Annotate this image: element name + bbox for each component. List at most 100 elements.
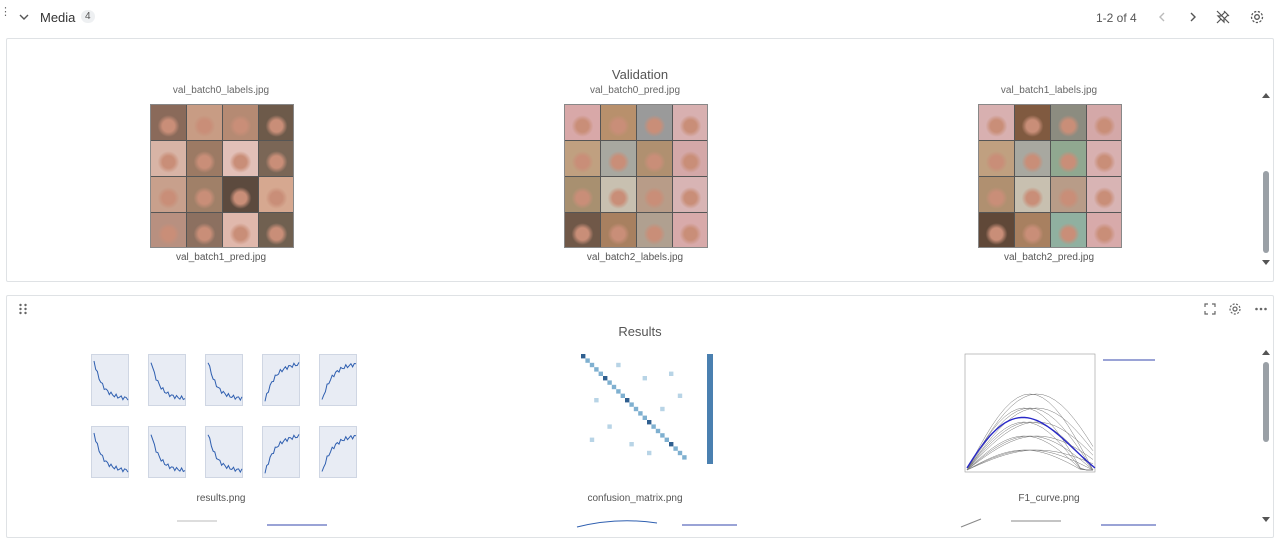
thumbnail-tile (1015, 177, 1050, 212)
subplot-line (264, 434, 300, 474)
class-curve (966, 407, 1093, 471)
cm-cell (669, 442, 674, 447)
media-section-header: ⋮ Media 4 1-2 of 4 (0, 0, 1280, 36)
section-title: Media (40, 10, 76, 25)
pin-off-icon[interactable] (1215, 9, 1231, 25)
subplot-line (207, 434, 243, 474)
cm-cell (629, 442, 634, 447)
scrollbar[interactable] (1261, 348, 1271, 528)
results-subplot (205, 354, 243, 406)
cm-cell (677, 450, 683, 456)
val-batch1-pred-image[interactable] (150, 104, 294, 248)
image-caption: val_batch1_labels.jpg (1000, 85, 1098, 95)
cm-cell (633, 406, 639, 412)
cm-cell (655, 428, 661, 434)
thumbnail-tile (637, 105, 672, 140)
class-curve (966, 435, 1093, 471)
next-row-preview (537, 516, 757, 528)
thumbnail-tile (1015, 213, 1050, 247)
cm-cell (629, 402, 634, 407)
scroll-up-icon[interactable] (1261, 91, 1271, 99)
results-subplot (91, 426, 129, 478)
scroll-down-icon[interactable] (1261, 259, 1271, 267)
thumbnail-tile (673, 105, 707, 140)
scrollbar-thumb[interactable] (1263, 171, 1269, 253)
chevron-left-icon[interactable] (1154, 9, 1170, 25)
thumbnail-tile (151, 141, 186, 176)
class-curve (966, 421, 1094, 471)
thumbnail-tile (187, 213, 222, 247)
thumbnail-tile (259, 141, 293, 176)
cm-colorbar (707, 354, 713, 464)
val-batch2-pred-image[interactable] (978, 104, 1122, 248)
chevron-down-icon[interactable] (17, 10, 31, 24)
results-subplot (262, 354, 300, 406)
thumbnail-tile (259, 213, 293, 247)
image-caption: confusion_matrix.png (587, 493, 683, 504)
cm-cell (616, 389, 621, 394)
next-row-preview (951, 516, 1171, 528)
drag-handle-icon[interactable]: ⋮ (0, 6, 11, 18)
cm-cell (651, 424, 656, 429)
class-curve (966, 421, 1094, 471)
thumbnail-tile (1087, 141, 1121, 176)
cm-cell (611, 384, 617, 390)
class-curve (966, 449, 1094, 471)
thumbnail-tile (151, 105, 186, 140)
thumbnail-tile (1087, 105, 1121, 140)
cm-cell (660, 406, 665, 412)
gear-icon[interactable] (1228, 302, 1242, 316)
class-curve (966, 435, 1094, 471)
cm-cell (660, 433, 665, 438)
drag-handle-icon[interactable] (18, 303, 28, 315)
chevron-right-icon[interactable] (1185, 9, 1201, 25)
cm-cell (581, 354, 586, 359)
section-count-badge: 4 (81, 10, 95, 23)
cm-cell (603, 376, 608, 381)
val-batch2-labels-image[interactable] (564, 104, 708, 248)
validation-panel: Validation val_batch0_labels.jpg val_bat… (6, 38, 1274, 282)
image-caption: val_batch0_labels.jpg (172, 85, 270, 95)
thumbnail-tile (1051, 141, 1086, 176)
cm-cell (682, 455, 687, 460)
thumbnail-tile (259, 177, 293, 212)
more-options-icon[interactable] (1254, 302, 1268, 316)
image-caption: val_batch1_pred.jpg (175, 252, 267, 263)
thumbnail-tile (673, 177, 707, 212)
results-image[interactable] (79, 348, 365, 488)
f1-curve-image[interactable] (947, 350, 1157, 480)
image-caption: val_batch2_pred.jpg (1003, 252, 1095, 263)
results-subplot (148, 354, 186, 406)
cm-cell (642, 415, 647, 420)
cm-cell (585, 358, 590, 363)
scroll-up-icon[interactable] (1261, 348, 1271, 356)
scrollbar[interactable] (1261, 91, 1271, 271)
results-subplot (148, 426, 186, 478)
cm-cell (647, 450, 652, 456)
thumbnail-tile (187, 105, 222, 140)
confusion-matrix-image[interactable] (555, 348, 715, 472)
thumbnail-tile (979, 141, 1014, 176)
class-curve (966, 393, 1094, 471)
cm-cell (620, 393, 625, 398)
cm-cell (607, 424, 612, 429)
all-classes-curve (966, 416, 1096, 469)
thumbnail-tile (601, 177, 636, 212)
image-caption: val_batch0_pred.jpg (589, 85, 681, 95)
results-panel: Results results.png confusion_matrix.png… (6, 295, 1274, 538)
cm-cell (607, 380, 612, 385)
cm-cell (589, 362, 595, 368)
thumbnail-tile (151, 177, 186, 212)
cm-cell (673, 446, 678, 451)
scroll-down-icon[interactable] (1261, 516, 1271, 524)
thumbnail-tile (223, 141, 258, 176)
thumbnail-tile (979, 177, 1014, 212)
fullscreen-icon[interactable] (1203, 302, 1217, 316)
thumbnail-tile (601, 105, 636, 140)
results-subplot (319, 354, 357, 406)
scrollbar-thumb[interactable] (1263, 362, 1269, 442)
results-subplot (262, 426, 300, 478)
cm-cell (594, 367, 599, 372)
gear-icon[interactable] (1249, 9, 1265, 25)
panel-title: Results (618, 324, 662, 339)
